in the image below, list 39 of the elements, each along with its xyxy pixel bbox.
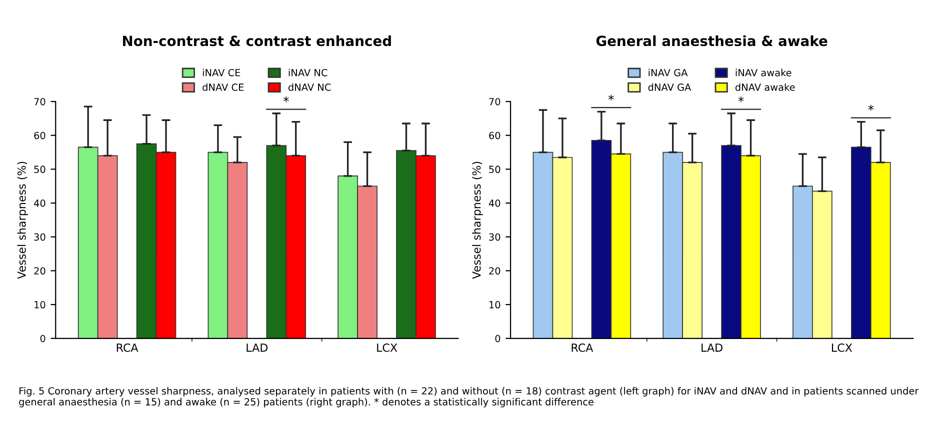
y-tick-label: 30 (489, 233, 500, 241)
y-tick-label: 10 (490, 301, 500, 308)
legend-label: dNAV GA (648, 83, 692, 91)
y-tick-label: 20 (34, 267, 46, 275)
x-tick-label: LCX (832, 343, 852, 352)
legend-label: iNAV GA (648, 68, 688, 76)
legend-label: iNAV CE (202, 68, 240, 76)
y-axis-title: Vessel sharpness (%) (472, 162, 483, 279)
legend-label: dNAV awake (735, 83, 795, 91)
x-tick-label: RCA (572, 343, 594, 352)
x-tick-label: RCA (116, 343, 138, 352)
x-tick-label: LAD (246, 344, 268, 352)
x-tick-label: LAD (702, 344, 722, 352)
y-tick-label: 60 (34, 132, 46, 140)
y-tick-label: 60 (489, 132, 500, 140)
y-tick-label: 50 (34, 166, 46, 174)
y-tick-label: 40 (34, 200, 46, 207)
legend-label: iNAV NC (288, 68, 328, 76)
y-tick-label: 30 (34, 233, 46, 241)
annotation: * (738, 96, 744, 102)
y-tick-label: 70 (489, 98, 500, 106)
y-tick-label: 20 (489, 267, 500, 275)
annotation: * (283, 96, 289, 102)
y-tick-label: 40 (488, 200, 500, 207)
y-tick-label: 70 (34, 98, 46, 106)
y-tick-label: 10 (34, 301, 46, 308)
caption: Fig. 5 Coronary artery vessel sharpness, analysed separately in patients with (n = 22) and without (n = 18) contrast agent (left graph) for iNAV and dNAV and in patients scanned under general anaesthesia (n = 15) and awake (n = 25) patients (right graph). * denotes a statistically significant difference (19, 387, 919, 408)
y-tick-label: 0 (40, 334, 46, 342)
x-tick-label: LCX (377, 343, 398, 352)
chart-title: General anaesthesia & awake (596, 35, 828, 46)
annotation: * (868, 104, 874, 111)
text: * (608, 94, 614, 100)
legend-label: dNAV CE (202, 83, 244, 91)
legend-label: dNAV NC (288, 83, 331, 91)
y-tick-label: 0 (495, 334, 500, 342)
legend-label: iNAV awake (736, 68, 792, 76)
y-tick-label: 50 (489, 166, 500, 174)
y-axis-title: Vessel sharpness (%) (17, 162, 28, 279)
chart-title: Non-contrast & contrast enhanced (123, 35, 391, 46)
